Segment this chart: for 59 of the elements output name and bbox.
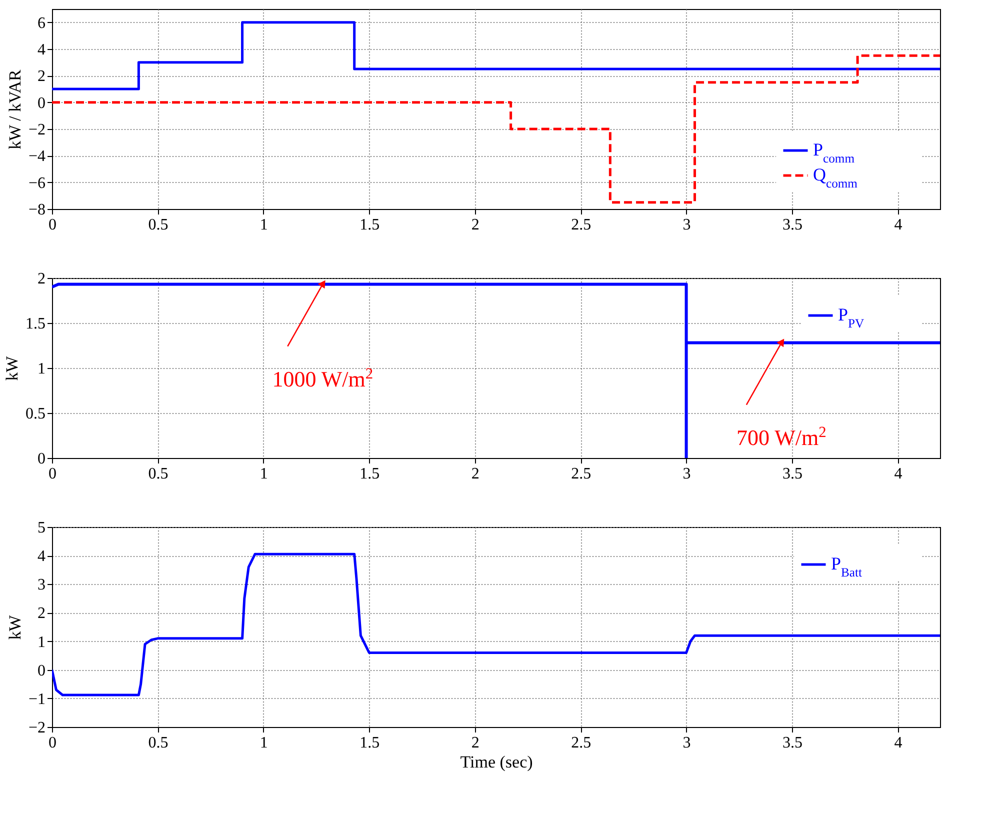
x-tick-label: 1 [260, 734, 268, 752]
y-tick-label: −2 [28, 720, 46, 736]
y-tick-label: 1 [38, 360, 46, 378]
y-tick-label: 2 [38, 68, 46, 86]
x-tick-label: 4 [894, 216, 902, 234]
y-tick-label: 6 [38, 14, 46, 32]
x-tick-label: 3.5 [782, 466, 802, 482]
y-tick-label: 3 [38, 576, 46, 594]
x-tick-label: 2.5 [571, 216, 592, 234]
y-tick-label: 2 [38, 605, 46, 622]
x-tick-label: 3.5 [782, 734, 802, 752]
x-tick-label: 2.5 [571, 466, 592, 482]
y-tick-label: 5 [38, 520, 46, 536]
y-tick-label: 4 [38, 548, 46, 566]
legend-label: P$_{Batt}$ [831, 554, 863, 580]
x-tick-label: 3 [682, 466, 691, 482]
legend-label: Q$_{comm}$ [813, 164, 858, 190]
y-axis-title: kW [5, 614, 24, 640]
y-tick-label: 0 [38, 450, 46, 468]
y-tick-label: −4 [28, 148, 46, 166]
annotation: 1000 W/m$^{2}$ [272, 364, 374, 392]
x-tick-label: 0 [48, 216, 56, 234]
x-tick-label: 0 [48, 466, 56, 482]
x-tick-label: 0.5 [148, 734, 168, 752]
y-axis-title: kW / kVAR [5, 69, 24, 150]
x-tick-label: 4 [894, 466, 902, 482]
y-tick-label: −2 [28, 122, 46, 138]
x-tick-label: 1.5 [360, 466, 380, 482]
y-tick-label: −6 [28, 174, 46, 192]
x-tick-label: 3.5 [782, 216, 802, 234]
annotation: 700 W/m$^{2}$ [736, 423, 826, 450]
x-tick-label: 4 [894, 734, 902, 752]
x-tick-label: 2 [471, 734, 480, 752]
x-tick-label: 1 [260, 216, 268, 234]
x-axis-title: Time (sec) [460, 752, 533, 772]
legend-label: P$_{comm}$ [813, 140, 855, 166]
x-tick-label: 3 [682, 734, 691, 752]
x-tick-label: 1 [260, 466, 268, 482]
x-tick-label: 2 [471, 466, 480, 482]
legend-label: P$_{PV}$ [838, 304, 864, 330]
x-tick-label: 2 [471, 216, 480, 234]
y-tick-label: −1 [28, 690, 46, 708]
y-tick-label: 1 [38, 634, 46, 651]
x-tick-label: 3 [682, 216, 691, 234]
y-tick-label: 1.5 [26, 316, 46, 332]
y-tick-label: 0.5 [26, 406, 46, 422]
y-tick-label: 2 [38, 270, 46, 288]
x-tick-label: 1.5 [360, 216, 380, 234]
x-tick-label: 0 [48, 734, 56, 752]
y-tick-label: −8 [28, 202, 46, 218]
y-tick-label: 0 [38, 94, 46, 112]
y-axis-title: kW [2, 355, 22, 381]
line-series [52, 552, 940, 696]
y-tick-label: 0 [38, 662, 46, 680]
x-tick-label: 2.5 [571, 734, 592, 752]
x-tick-label: 1.5 [360, 734, 380, 752]
x-tick-label: 0.5 [148, 216, 168, 234]
y-tick-label: 4 [38, 42, 46, 58]
x-tick-label: 0.5 [148, 466, 168, 482]
